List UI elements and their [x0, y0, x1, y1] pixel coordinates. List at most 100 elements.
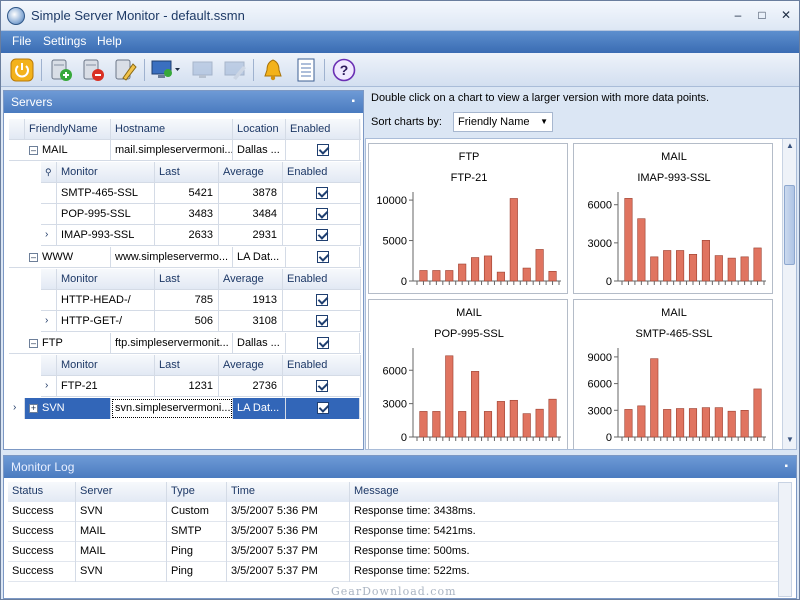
monitor-row[interactable]: › HTTP-GET-/ 506 3108 — [41, 311, 361, 332]
log-scrollbar[interactable] — [778, 482, 792, 597]
sort-select[interactable]: Friendly Name ▼ — [453, 112, 553, 132]
close-button[interactable]: ✕ — [780, 8, 792, 22]
monitor-row[interactable]: POP-995-SSL 3483 3484 — [41, 204, 361, 225]
col-monitor-enabled[interactable]: Enabled — [283, 162, 361, 183]
bar — [483, 411, 493, 438]
server-row-www[interactable]: – WWW www.simpleservermo... LA Dat... — [9, 247, 361, 268]
col-last[interactable]: Last — [155, 162, 219, 183]
remove-server-icon[interactable] — [81, 58, 105, 82]
col-server[interactable]: Server — [76, 482, 167, 502]
charts-scrollbar[interactable]: ▲ ▼ — [782, 139, 796, 449]
chart-instructions: Double click on a chart to view a larger… — [371, 92, 710, 104]
bar — [624, 409, 633, 438]
expand-icon[interactable]: + — [29, 403, 38, 413]
minimize-button[interactable]: – — [734, 8, 742, 22]
log-row[interactable]: Success SVN Ping 3/5/2007 5:37 PM Respon… — [8, 562, 780, 582]
maximize-button[interactable]: □ — [758, 8, 766, 22]
enabled-checkbox[interactable] — [315, 187, 328, 199]
server-location: LA Dat... — [233, 247, 286, 268]
server-row-mail[interactable]: – MAIL mail.simpleservermoni... Dallas ..… — [9, 140, 361, 161]
help-icon[interactable]: ? — [332, 58, 356, 82]
log-row[interactable]: Success MAIL Ping 3/5/2007 5:37 PM Respo… — [8, 542, 780, 562]
enabled-checkbox[interactable] — [315, 208, 328, 220]
col-monitor[interactable]: Monitor — [57, 355, 155, 376]
app-icon — [7, 7, 25, 25]
col-hostname[interactable]: Hostname — [111, 119, 233, 140]
col-monitor[interactable]: Monitor — [57, 162, 155, 183]
chart-smtp-465-ssl[interactable]: MAIL SMTP-465-SSL 9000 6000 3000 0 — [573, 299, 773, 449]
collapse-icon[interactable]: – — [29, 338, 38, 348]
enabled-checkbox[interactable] — [315, 315, 328, 327]
chart-ftp-21[interactable]: FTP FTP-21 10000 5000 0 — [368, 143, 568, 294]
col-type[interactable]: Type — [167, 482, 227, 502]
log-row[interactable]: Success SVN Custom 3/5/2007 5:36 PM Resp… — [8, 502, 780, 522]
log-icon[interactable] — [294, 58, 318, 82]
col-monitor[interactable]: Monitor — [57, 269, 155, 290]
bar — [535, 408, 544, 438]
monitor-average: 3108 — [219, 311, 283, 332]
pin-icon[interactable]: ▪ — [784, 461, 788, 472]
server-hostname[interactable]: svn.simpleservermoni... — [111, 398, 233, 419]
enabled-checkbox[interactable] — [315, 380, 328, 392]
menu-settings[interactable]: Settings — [43, 34, 87, 48]
monitor-average: 1913 — [219, 290, 283, 311]
server-row-ftp[interactable]: – FTP ftp.simpleservermonit... Dallas ... — [9, 333, 361, 354]
col-average[interactable]: Average — [219, 269, 283, 290]
col-monitor-enabled[interactable]: Enabled — [283, 269, 361, 290]
scroll-thumb[interactable] — [784, 185, 795, 265]
monitor-row[interactable]: SMTP-465-SSL 5421 3878 — [41, 183, 361, 204]
add-server-icon[interactable] — [49, 58, 73, 82]
y-tick-label: 3000 — [588, 405, 612, 417]
col-location[interactable]: Location — [233, 119, 286, 140]
bar — [740, 256, 749, 282]
edit-server-icon[interactable] — [113, 58, 137, 82]
col-status[interactable]: Status — [8, 482, 76, 502]
server-location: Dallas ... — [233, 140, 286, 161]
search-icon[interactable]: ⚲ — [41, 162, 57, 183]
log-row[interactable]: Success MAIL SMTP 3/5/2007 5:36 PM Respo… — [8, 522, 780, 542]
enabled-checkbox[interactable] — [316, 402, 329, 414]
enabled-checkbox[interactable] — [316, 251, 329, 263]
col-time[interactable]: Time — [227, 482, 350, 502]
chart-pop-995-ssl[interactable]: MAIL POP-995-SSL 6000 3000 0 — [368, 299, 568, 449]
scroll-down-icon[interactable]: ▼ — [786, 435, 794, 444]
monitor-dropdown-icon[interactable] — [151, 58, 181, 82]
col-last[interactable]: Last — [155, 355, 219, 376]
col-average[interactable]: Average — [219, 355, 283, 376]
bell-icon[interactable] — [261, 58, 285, 82]
remove-monitor-icon[interactable] — [191, 58, 215, 82]
col-last[interactable]: Last — [155, 269, 219, 290]
monitor-log-panel: Monitor Log ▪ Status Server Type Time Me… — [3, 455, 797, 599]
col-friendlyname[interactable]: FriendlyName — [25, 119, 111, 140]
enabled-checkbox[interactable] — [315, 229, 328, 241]
bar — [471, 371, 480, 438]
svg-text:?: ? — [340, 62, 349, 78]
col-average[interactable]: Average — [219, 162, 283, 183]
bar — [727, 410, 736, 438]
power-icon[interactable] — [10, 58, 34, 82]
menu-file[interactable]: File — [12, 34, 32, 48]
log-title: Monitor Log — [11, 460, 75, 474]
server-row-svn[interactable]: › + SVN svn.simpleservermoni... LA Dat... — [9, 398, 361, 419]
edit-monitor-icon[interactable] — [223, 58, 247, 82]
collapse-icon[interactable]: – — [29, 252, 38, 262]
col-enabled[interactable]: Enabled — [286, 119, 360, 140]
pin-icon[interactable]: ▪ — [351, 96, 355, 107]
title-bar[interactable]: Simple Server Monitor - default.ssmn – □… — [1, 1, 799, 31]
col-monitor-enabled[interactable]: Enabled — [283, 355, 361, 376]
enabled-checkbox[interactable] — [316, 144, 329, 156]
monitor-row[interactable]: › FTP-21 1231 2736 — [41, 376, 361, 397]
menu-help[interactable]: Help — [97, 34, 122, 48]
chart-imap-993-ssl[interactable]: MAIL IMAP-993-SSL 6000 3000 0 — [573, 143, 773, 294]
monitor-row[interactable]: HTTP-HEAD-/ 785 1913 — [41, 290, 361, 311]
enabled-checkbox[interactable] — [316, 337, 329, 349]
enabled-checkbox[interactable] — [315, 294, 328, 306]
col-message[interactable]: Message — [350, 482, 780, 502]
chart-title: MAIL — [661, 307, 687, 319]
collapse-icon[interactable]: – — [29, 145, 38, 155]
monitor-average: 3878 — [219, 183, 283, 204]
monitor-row[interactable]: › IMAP-993-SSL 2633 2931 — [41, 225, 361, 246]
scroll-up-icon[interactable]: ▲ — [786, 141, 794, 150]
monitor-last: 5421 — [155, 183, 219, 204]
